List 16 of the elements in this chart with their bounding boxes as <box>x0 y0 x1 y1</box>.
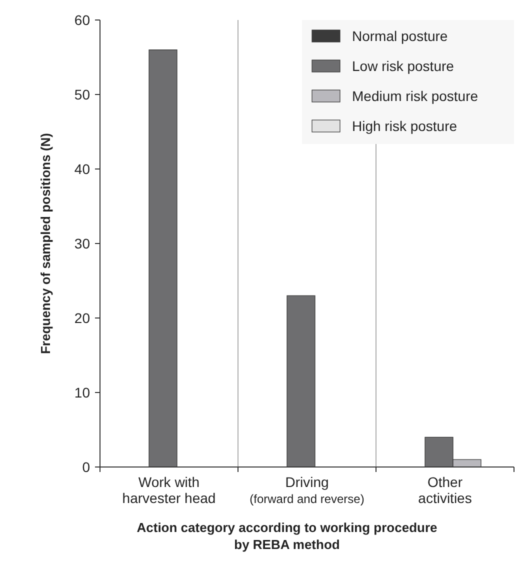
x-axis-title: Action category according to working procedure by REBA method <box>136 520 438 552</box>
y-axis-title: Frequency of sampled positions (N) <box>38 132 53 354</box>
y-tick-label: 0 <box>82 458 90 475</box>
y-tick-label: 50 <box>74 86 90 102</box>
legend-label: Medium risk posture <box>352 88 478 104</box>
y-tick-label: 40 <box>74 160 90 177</box>
legend-label: Low risk posture <box>352 58 454 74</box>
y-tick-label: 20 <box>74 310 90 326</box>
x-tick-label: Work with harvester head <box>122 474 216 506</box>
x-tick-label: Other activities <box>418 474 472 506</box>
legend-label: High risk posture <box>352 118 458 134</box>
y-tick-label: 60 <box>74 12 90 28</box>
y-tick-label: 30 <box>74 235 90 252</box>
y-tick-label: 10 <box>74 384 90 400</box>
x-tick-label: Driving (forward and reverse) <box>250 474 364 506</box>
legend-label: Normal posture <box>352 28 448 44</box>
